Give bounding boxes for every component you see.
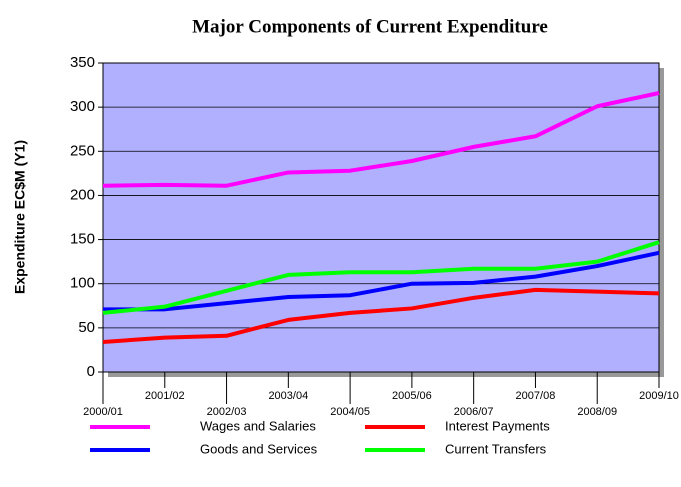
legend-label: Current Transfers [445,441,547,456]
y-axis-label: Expenditure EC$M (Y1) [12,140,28,294]
series-line [102,287,660,344]
x-tick-label: 2002/03 [207,406,247,418]
x-tick-label: 2009/10 [639,390,679,402]
legend-label: Wages and Salaries [200,418,316,433]
plot-area [102,62,660,373]
y-tick-label: 150 [70,231,95,248]
x-tick-label: 2007/08 [516,390,556,402]
y-tick-label: 250 [70,142,95,159]
y-tick-label: 350 [70,54,95,71]
y-tick-label: 50 [78,319,95,336]
legend-label: Interest Payments [445,418,550,433]
x-tick-label: 2006/07 [454,406,494,418]
x-tick-label: 2000/01 [83,406,123,418]
x-tick-label: 2001/02 [145,390,185,402]
series-line [103,250,660,312]
x-tick-label: 2004/05 [330,406,370,418]
x-tick-label: 2005/06 [392,390,432,402]
series-line [102,91,660,188]
x-tick-label: 2008/09 [577,406,617,418]
y-tick-label: 200 [70,186,95,203]
y-tick-label: 300 [70,98,95,115]
x-tick-label: 2003/04 [268,390,308,402]
y-tick-label: 0 [87,363,95,380]
legend-label: Goods and Services [200,441,318,456]
y-tick-label: 100 [70,275,95,292]
chart-title: Major Components of Current Expenditure [192,16,548,37]
series-line [102,240,660,315]
